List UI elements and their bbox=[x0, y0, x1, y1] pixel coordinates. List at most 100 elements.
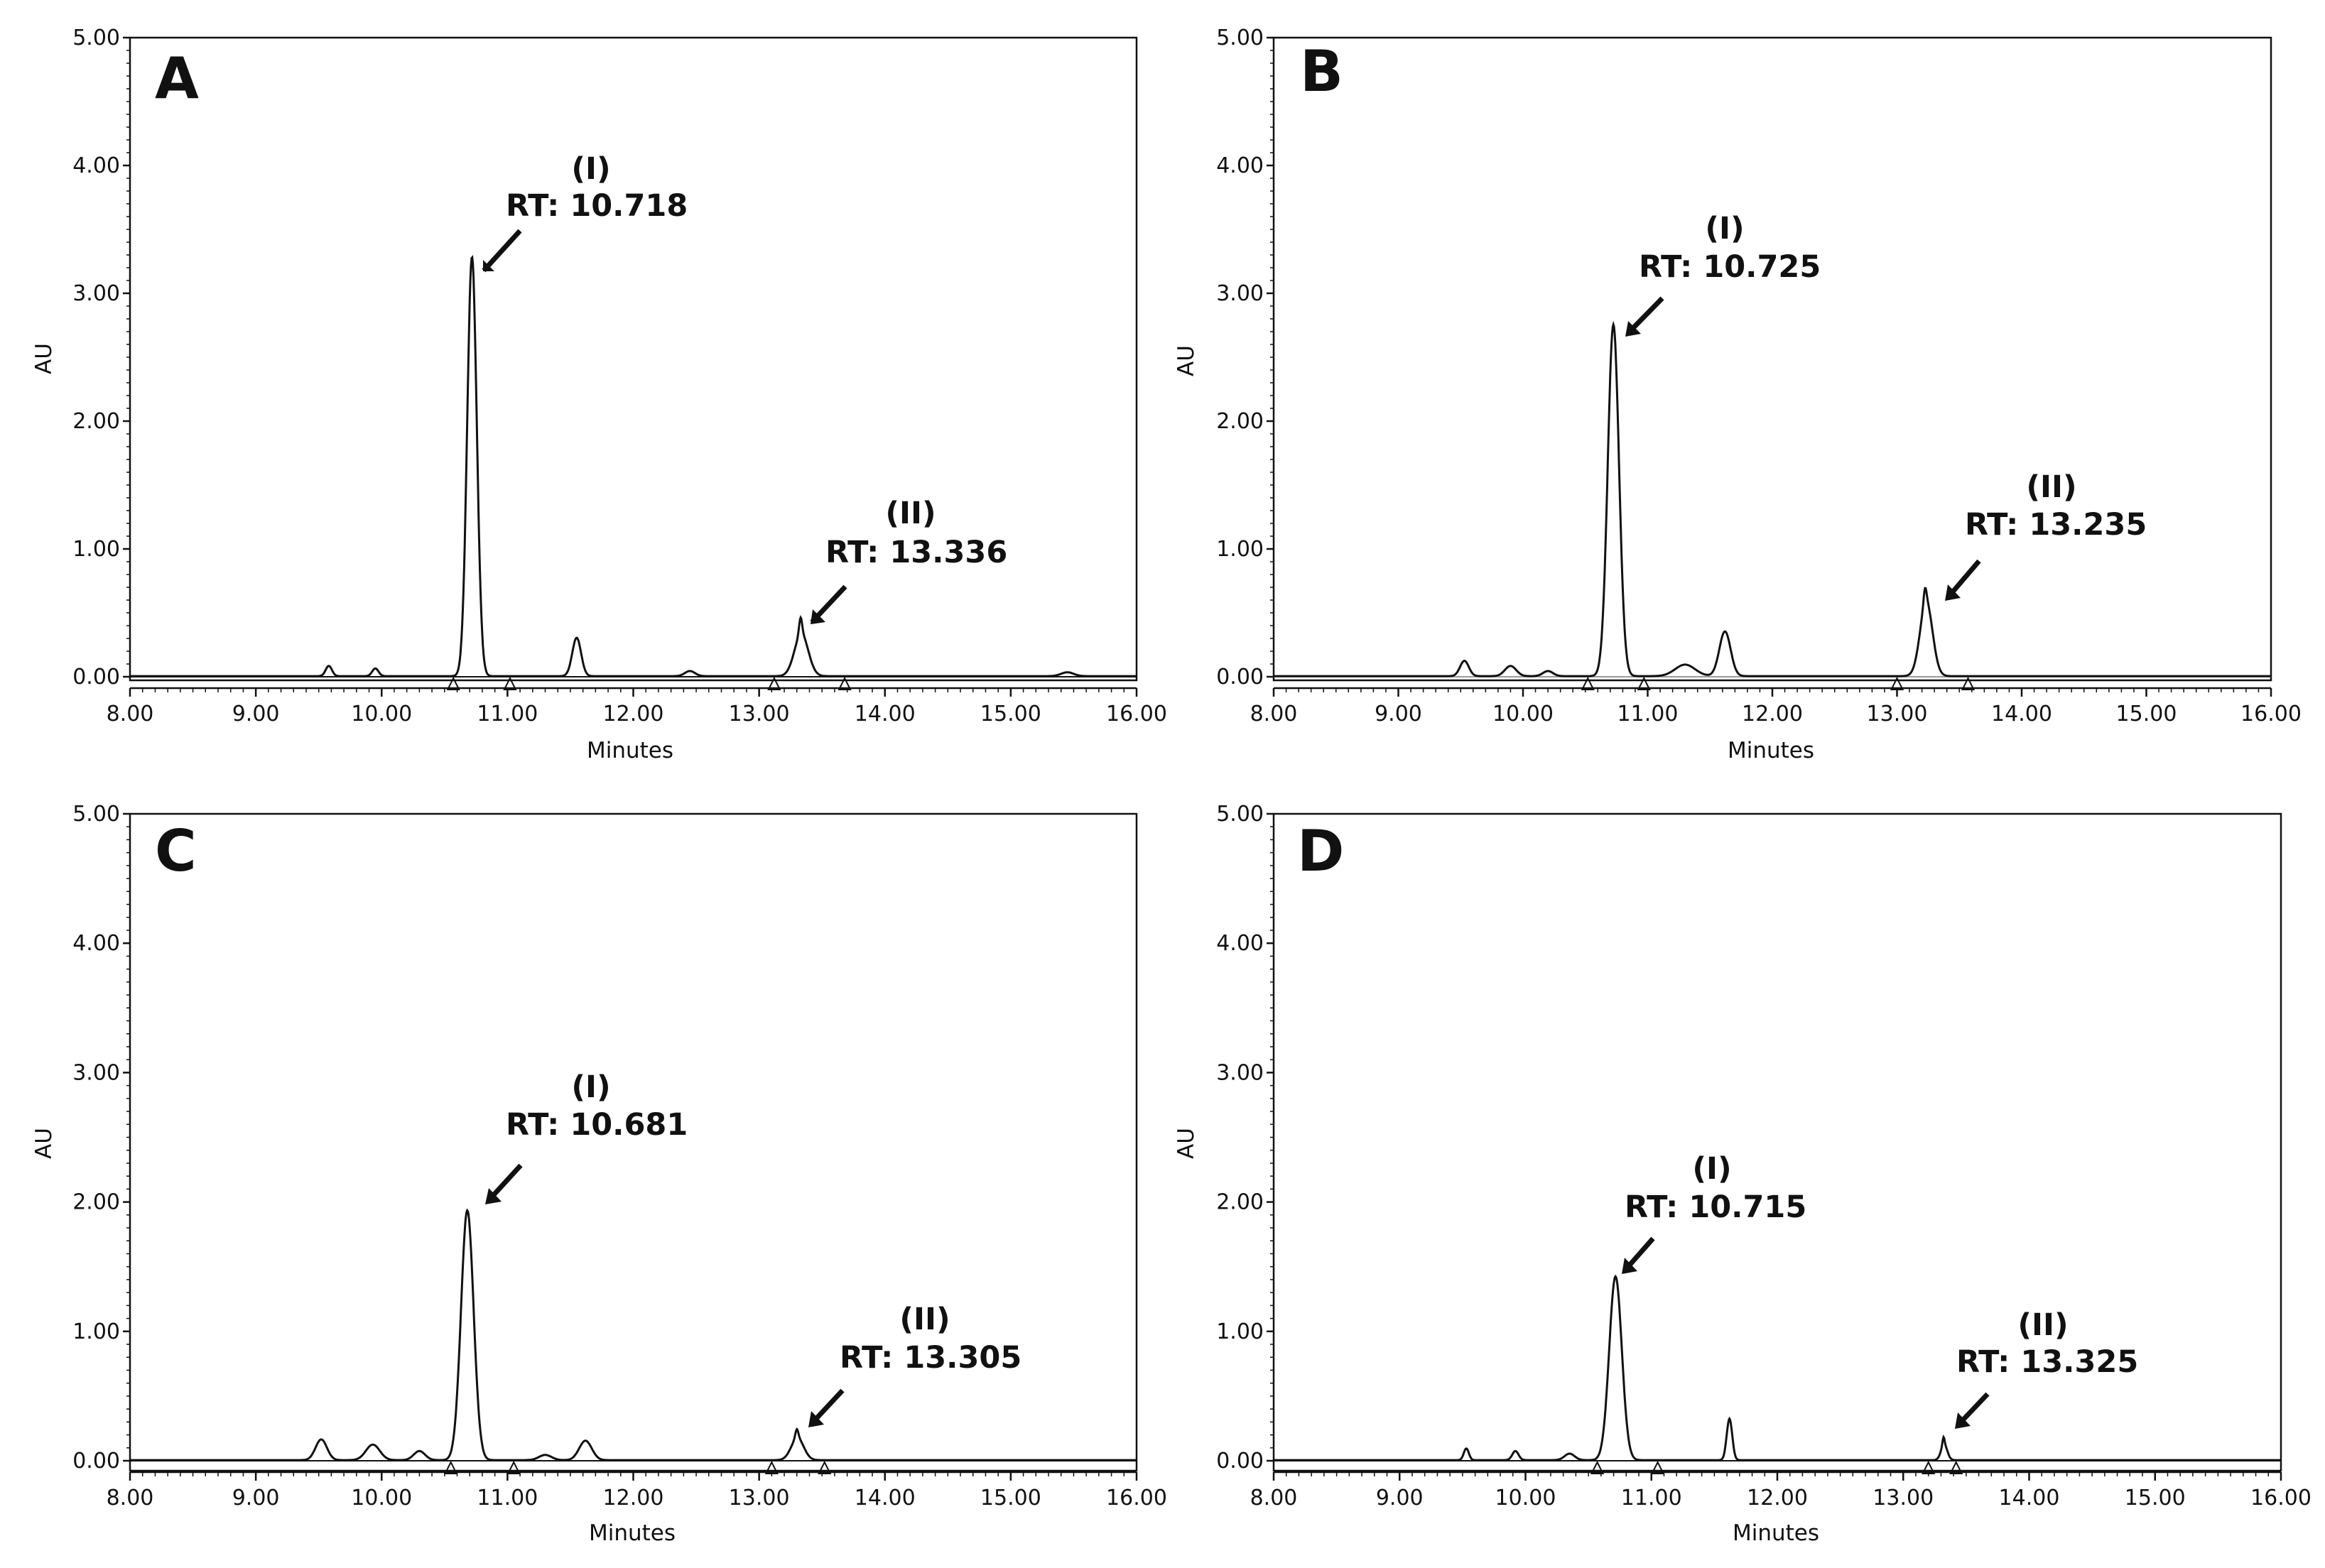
retention-time-label: RT: 10.725 bbox=[1639, 249, 1821, 285]
y-tick-label: 2.00 bbox=[1216, 1190, 1264, 1215]
x-tick-label: 10.00 bbox=[351, 702, 412, 726]
x-tick-label: 15.00 bbox=[980, 1486, 1041, 1510]
x-tick-label: 13.00 bbox=[729, 702, 790, 726]
x-tick-label: 12.00 bbox=[603, 1486, 664, 1510]
integration-marker bbox=[1590, 1460, 1605, 1474]
x-axis-title: Minutes bbox=[1728, 738, 1814, 763]
chromatogram-trace bbox=[1274, 1274, 2281, 1461]
x-axis-title: Minutes bbox=[587, 738, 673, 763]
arrow-icon bbox=[1948, 559, 1981, 597]
x-tick-label: 16.00 bbox=[1106, 702, 1167, 726]
peak-label-i: (I) bbox=[571, 1069, 610, 1105]
panel-label: C bbox=[155, 818, 197, 884]
retention-time-label: RT: 10.718 bbox=[506, 188, 688, 224]
plot-frame bbox=[1272, 36, 2272, 682]
y-tick-label: 1.00 bbox=[1216, 537, 1264, 562]
y-tick-label: 1.00 bbox=[1216, 1319, 1264, 1344]
x-tick-label: 11.00 bbox=[1617, 702, 1679, 726]
arrow-head bbox=[1955, 1412, 1971, 1429]
x-tick-label: 10.00 bbox=[1495, 1486, 1556, 1510]
y-tick-label: 3.00 bbox=[1216, 1060, 1264, 1085]
y-tick-label: 4.00 bbox=[1216, 153, 1264, 178]
y-tick-label: 5.00 bbox=[72, 26, 120, 50]
chromatogram-trace bbox=[130, 254, 1137, 677]
arrow-head bbox=[483, 260, 494, 271]
x-tick-label: 13.00 bbox=[1867, 702, 1928, 726]
peak-label-i: (I) bbox=[1705, 211, 1744, 246]
integration-marker bbox=[818, 1460, 832, 1474]
retention-time-label: RT: 10.681 bbox=[506, 1107, 688, 1143]
panel-d: 0.00 1.00 2.00 3.00 4.00 5.00 8.00 9.00 10.00 11.… bbox=[1174, 802, 2312, 1546]
x-tick-label: 14.00 bbox=[1999, 1486, 2060, 1510]
y-tick-label: 0.00 bbox=[72, 1449, 120, 1474]
integration-marker bbox=[1650, 1460, 1665, 1474]
panel-b: 0.00 1.00 2.00 3.00 4.00 5.00 8.00 9.00 10.00 11.… bbox=[1174, 26, 2302, 763]
y-axis-title: AU bbox=[31, 343, 57, 374]
peak-annotation-1: (I) RT: 10.715 bbox=[1622, 1151, 1806, 1274]
y-tick-label: 2.00 bbox=[72, 1190, 120, 1215]
integration-marker bbox=[764, 1460, 779, 1474]
x-tick-label: 16.00 bbox=[2240, 702, 2302, 726]
x-tick-label: 11.00 bbox=[1621, 1486, 1682, 1510]
panel-label: B bbox=[1300, 38, 1343, 104]
y-tick-label: 5.00 bbox=[72, 802, 120, 827]
arrow-head bbox=[811, 609, 825, 624]
peak-annotation-1: (I) RT: 10.718 bbox=[482, 151, 688, 273]
x-axis-title: Minutes bbox=[589, 1520, 676, 1546]
x-tick-label: 12.00 bbox=[603, 702, 664, 726]
arrow-head bbox=[1625, 321, 1641, 337]
peak-label-ii: (II) bbox=[885, 496, 936, 531]
plot-frame bbox=[129, 812, 1138, 1472]
retention-time-label: RT: 13.325 bbox=[1956, 1344, 2138, 1380]
arrow-head bbox=[808, 1411, 824, 1427]
x-tick-label: 9.00 bbox=[232, 702, 280, 726]
x-tick-label: 9.00 bbox=[1375, 702, 1422, 726]
x-tick-label: 13.00 bbox=[1873, 1486, 1934, 1510]
x-tick-label: 10.00 bbox=[351, 1486, 412, 1510]
y-tick-label: 2.00 bbox=[72, 409, 120, 434]
x-tick-label: 9.00 bbox=[1376, 1486, 1424, 1510]
integration-marker bbox=[1961, 676, 1976, 690]
y-tick-label: 3.00 bbox=[1216, 281, 1264, 306]
chromatogram-trace bbox=[1274, 320, 2271, 677]
x-tick-label: 10.00 bbox=[1492, 702, 1554, 726]
y-tick-label: 4.00 bbox=[72, 153, 120, 178]
arrow-icon bbox=[811, 1388, 845, 1424]
peak-annotation-2: (II) RT: 13.336 bbox=[810, 496, 1007, 624]
retention-time-label: RT: 13.305 bbox=[840, 1340, 1021, 1376]
x-tick-label: 8.00 bbox=[1250, 1486, 1298, 1510]
peak-annotation-2: (II) RT: 13.325 bbox=[1955, 1307, 2138, 1429]
chromatogram-trace bbox=[130, 1208, 1137, 1461]
peak-label-ii: (II) bbox=[2017, 1307, 2068, 1343]
arrow-head bbox=[1622, 1258, 1637, 1274]
integration-marker bbox=[1581, 676, 1595, 690]
x-tick-label: 15.00 bbox=[980, 702, 1041, 726]
peak-label-i: (I) bbox=[571, 151, 610, 187]
panel-label: A bbox=[155, 45, 199, 111]
x-tick-label: 8.00 bbox=[107, 702, 154, 726]
integration-marker bbox=[503, 676, 517, 690]
peak-annotation-1: (I) RT: 10.725 bbox=[1625, 211, 1821, 337]
x-tick-label: 15.00 bbox=[2125, 1486, 2186, 1510]
y-tick-label: 5.00 bbox=[1216, 802, 1264, 827]
retention-time-label: RT: 10.715 bbox=[1625, 1189, 1806, 1225]
x-tick-label: 11.00 bbox=[477, 702, 538, 726]
retention-time-label: RT: 13.336 bbox=[825, 535, 1007, 570]
integration-marker bbox=[446, 676, 460, 690]
peak-label-i: (I) bbox=[1692, 1151, 1731, 1187]
integration-marker bbox=[1637, 676, 1651, 690]
y-tick-label: 0.00 bbox=[72, 665, 120, 690]
x-tick-label: 13.00 bbox=[729, 1486, 790, 1510]
arrow-icon bbox=[482, 229, 522, 273]
integration-marker bbox=[1922, 1460, 1936, 1474]
y-tick-label: 0.00 bbox=[1216, 665, 1264, 690]
integration-marker bbox=[767, 676, 781, 690]
peak-label-ii: (II) bbox=[899, 1302, 950, 1337]
y-axis-title: AU bbox=[1174, 345, 1199, 376]
integration-marker bbox=[506, 1460, 521, 1474]
y-tick-label: 5.00 bbox=[1216, 26, 1264, 50]
y-tick-label: 1.00 bbox=[72, 1319, 120, 1344]
peak-annotation-1: (I) RT: 10.681 bbox=[485, 1069, 688, 1204]
integration-marker bbox=[1890, 676, 1904, 690]
